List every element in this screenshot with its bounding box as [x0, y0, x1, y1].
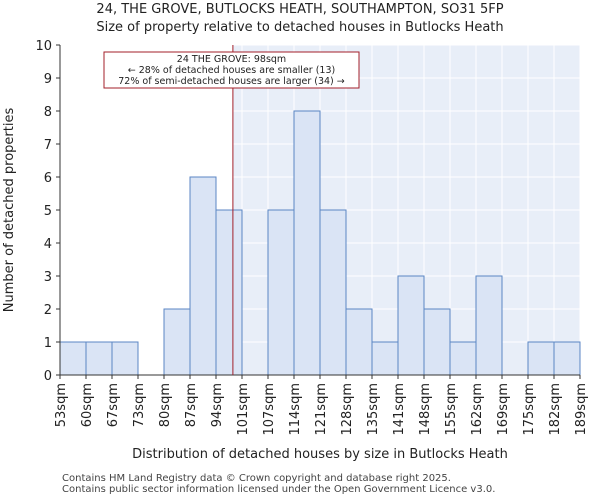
x-tick-label: 80sqm	[158, 383, 173, 427]
histogram-bar	[59, 341, 87, 376]
x-tick-label: 189sqm	[574, 383, 589, 436]
x-tick-label: 162sqm	[470, 383, 485, 436]
y-tick-label: 2	[44, 303, 52, 318]
histogram-bar	[553, 341, 581, 376]
y-tick-label: 1	[44, 336, 52, 351]
y-tick-label: 9	[44, 72, 52, 87]
histogram-chart: 0 1 2 3 4 5 6 7 8 9 10 53sqm 60sqm 67sqm 73sqm 80sqm 87s…	[2, 39, 589, 462]
x-tick-label: 169sqm	[496, 383, 511, 436]
annotation-text: 72% of semi-detached houses are larger (…	[118, 76, 345, 87]
x-tick-label: 128sqm	[340, 383, 355, 436]
histogram-bar	[111, 341, 139, 376]
x-tick-label: 148sqm	[418, 383, 433, 436]
x-tick-label: 67sqm	[106, 383, 121, 427]
x-tick-label: 141sqm	[392, 383, 407, 436]
x-tick-label: 175sqm	[522, 383, 537, 436]
histogram-bar	[85, 341, 113, 376]
x-tick-label: 182sqm	[548, 383, 563, 436]
y-tick-label: 8	[44, 105, 52, 120]
annotation-text: ← 28% of detached houses are smaller (13…	[128, 65, 335, 76]
chart-title: 24, THE GROVE, BUTLOCKS HEATH, SOUTHAMPT…	[96, 2, 504, 17]
y-axis-title: Number of detached properties	[2, 108, 17, 313]
y-tick-label: 7	[44, 138, 52, 153]
histogram-bar	[527, 341, 555, 376]
histogram-bar	[371, 341, 399, 376]
histogram-bar	[449, 341, 477, 376]
y-tick-label: 5	[44, 204, 52, 219]
licence-notice: Contains public sector information licen…	[62, 484, 496, 495]
histogram-bar	[319, 209, 347, 376]
x-tick-label: 114sqm	[288, 383, 303, 436]
histogram-bar	[189, 176, 217, 376]
histogram-bar	[423, 308, 451, 376]
x-tick-label: 53sqm	[54, 383, 69, 427]
copyright-notice: Contains HM Land Registry data © Crown c…	[62, 473, 451, 484]
histogram-bar	[267, 209, 295, 376]
x-axis-title: Distribution of detached houses by size …	[132, 447, 508, 462]
x-tick-label: 87sqm	[184, 383, 199, 427]
y-tick-label: 3	[44, 270, 52, 285]
histogram-bar	[345, 308, 373, 376]
y-tick-label: 6	[44, 171, 52, 186]
histogram-bar	[163, 308, 191, 376]
x-tick-label: 121sqm	[314, 383, 329, 436]
x-tick-label: 135sqm	[366, 383, 381, 436]
annotation-text: 24 THE GROVE: 98sqm	[177, 54, 286, 65]
x-tick-label: 107sqm	[262, 383, 277, 436]
y-tick-label: 0	[44, 369, 52, 384]
histogram-bar	[215, 209, 243, 376]
annotation-box	[103, 51, 360, 89]
histogram-bar	[397, 275, 425, 376]
x-tick-label: 60sqm	[80, 383, 95, 427]
x-tick-label: 73sqm	[132, 383, 147, 427]
x-tick-label: 94sqm	[210, 383, 225, 427]
chart-subtitle: Size of property relative to detached ho…	[96, 20, 504, 35]
y-tick-label: 4	[44, 237, 52, 252]
histogram-bar	[475, 275, 503, 376]
x-tick-label: 155sqm	[444, 383, 459, 436]
histogram-bar	[293, 110, 321, 376]
x-tick-label: 101sqm	[236, 383, 251, 436]
y-tick-label: 10	[35, 39, 52, 54]
